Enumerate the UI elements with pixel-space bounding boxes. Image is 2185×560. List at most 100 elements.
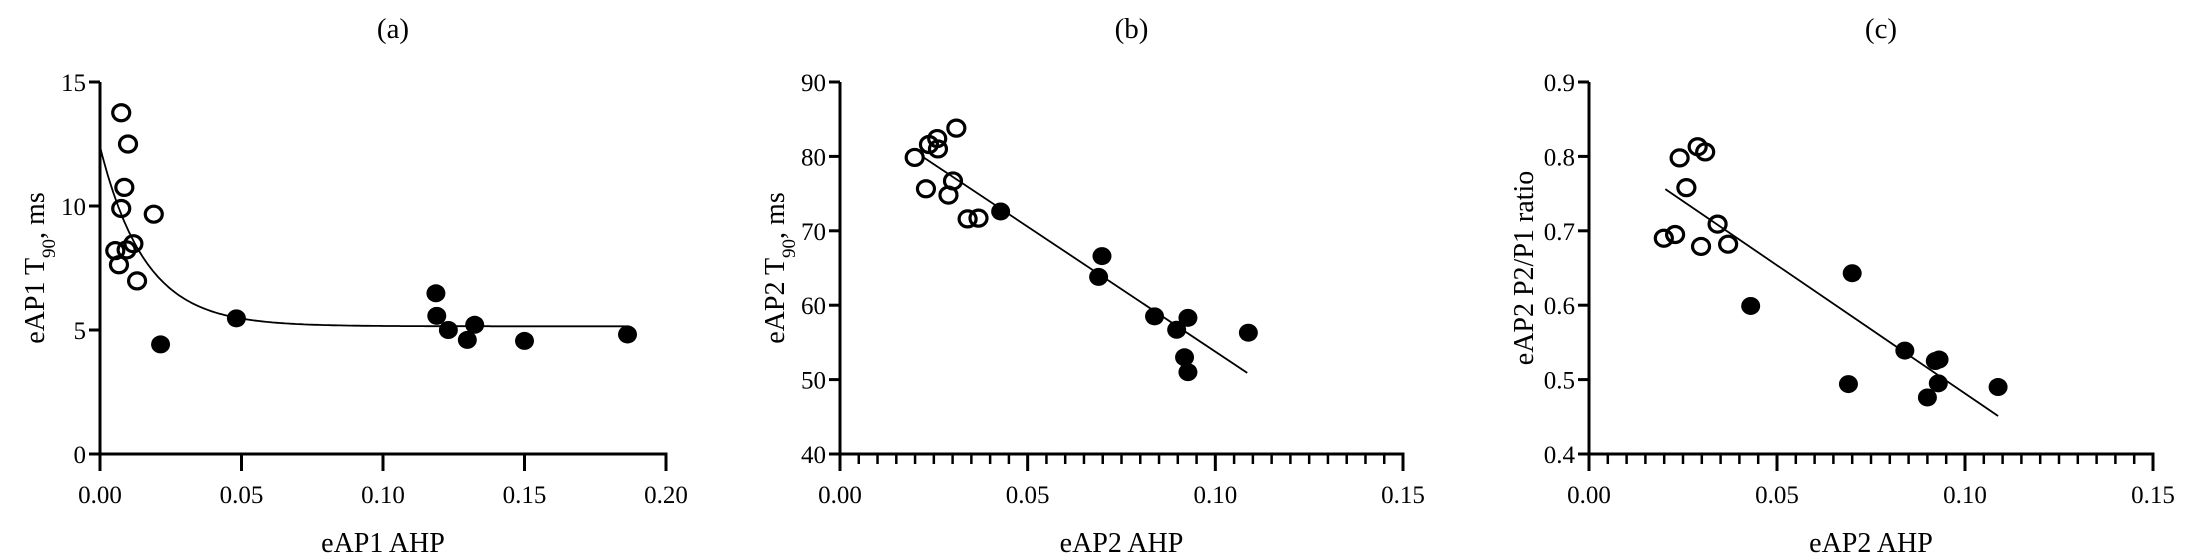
y-axis-label-unit: , ms bbox=[20, 192, 51, 239]
y-tick-label: 40 bbox=[801, 442, 826, 469]
y-tick-label: 0.5 bbox=[1544, 368, 1575, 395]
data-point-filled bbox=[1092, 247, 1112, 266]
data-point-open bbox=[126, 271, 148, 291]
data-point-filled bbox=[465, 315, 485, 334]
x-axis-label: eAP2 AHP bbox=[1060, 528, 1184, 559]
data-point-filled bbox=[426, 284, 446, 303]
regression-line bbox=[923, 156, 1248, 374]
y-axis-label-main: eAP2 P2/P1 ratio bbox=[1509, 171, 1540, 365]
data-point-filled bbox=[618, 325, 638, 344]
data-point-open bbox=[1690, 236, 1712, 257]
y-tick-label: 10 bbox=[61, 194, 86, 221]
data-point-filled bbox=[1238, 323, 1258, 342]
y-tick-label: 60 bbox=[801, 293, 826, 320]
data-point-filled bbox=[1175, 348, 1195, 367]
data-point-open bbox=[927, 128, 948, 149]
data-point-filled bbox=[438, 321, 458, 339]
y-axis-label-main: eAP1 T bbox=[20, 258, 51, 344]
fit-curve bbox=[99, 146, 630, 328]
data-point-open bbox=[927, 139, 949, 159]
data-point-open bbox=[1665, 224, 1686, 245]
panel-title: (c) bbox=[1865, 13, 1897, 45]
x-tick-label: 0.15 bbox=[1381, 482, 1425, 509]
x-tick-label: 0.10 bbox=[1943, 482, 1987, 509]
panel-title: (b) bbox=[1115, 13, 1149, 45]
data-point-open bbox=[114, 177, 135, 197]
regression-line bbox=[1664, 188, 1999, 417]
y-axis-label-main: eAP2 T bbox=[760, 258, 791, 344]
x-axis-label: eAP1 AHP bbox=[321, 528, 445, 559]
data-point-filled bbox=[991, 202, 1011, 221]
data-point-filled bbox=[1145, 307, 1165, 326]
x-axis-label: eAP2 AHP bbox=[1809, 528, 1933, 559]
y-tick-label: 15 bbox=[61, 70, 86, 97]
data-point-open bbox=[942, 171, 964, 191]
data-point-open bbox=[915, 179, 937, 199]
y-tick-label: 0.6 bbox=[1544, 293, 1575, 320]
y-axis-label-unit: , ms bbox=[760, 192, 791, 239]
data-point-open bbox=[957, 209, 978, 229]
panel-b: (b) 40 50 60 70 80 90 0.00 0.05 0.10 0.15 eAP2 AHP e… bbox=[760, 13, 1425, 559]
data-point-open bbox=[117, 134, 139, 154]
data-point-open bbox=[1718, 234, 1739, 254]
y-axis-label: eAP2 T90, ms bbox=[760, 192, 800, 344]
data-point-filled bbox=[1178, 308, 1198, 327]
data-point-filled bbox=[1988, 378, 2008, 397]
data-point-open bbox=[111, 103, 132, 123]
data-point-filled bbox=[1929, 350, 1949, 369]
data-point-open bbox=[1653, 228, 1674, 248]
x-tick-label: 0.15 bbox=[2131, 482, 2175, 509]
y-tick-label: 5 bbox=[74, 318, 87, 345]
data-point-open bbox=[1669, 148, 1690, 168]
y-tick-label: 70 bbox=[801, 219, 826, 246]
data-point-filled bbox=[1838, 375, 1858, 394]
x-tick-label: 0.15 bbox=[503, 482, 547, 509]
data-point-filled bbox=[1928, 374, 1948, 393]
data-point-open bbox=[946, 118, 967, 138]
y-tick-label: 0.4 bbox=[1544, 442, 1576, 469]
data-point-filled bbox=[226, 309, 246, 328]
y-tick-label: 0.8 bbox=[1544, 144, 1575, 171]
data-point-filled bbox=[1167, 320, 1187, 339]
x-tick-label: 0.05 bbox=[1006, 482, 1050, 509]
data-point-filled bbox=[1917, 388, 1937, 407]
data-point-open bbox=[904, 147, 925, 168]
data-point-open bbox=[111, 198, 132, 219]
data-point-open bbox=[143, 204, 164, 224]
x-tick-label: 0.10 bbox=[361, 482, 405, 509]
panel-title: (a) bbox=[377, 13, 409, 45]
y-tick-label: 80 bbox=[801, 144, 826, 171]
panel-c: (c) 0.4 0.5 0.6 0.7 0.8 0.9 0.00 0.05 0.10 0.15 eAP… bbox=[1509, 13, 2175, 559]
data-point-filled bbox=[1178, 363, 1198, 382]
panel-a: (a) 0 5 10 15 0.00 0.05 0.10 0.15 0.20 eAP1 AHP eAP… bbox=[20, 13, 688, 559]
data-point-filled bbox=[1089, 267, 1109, 286]
y-axis-label-subscript: 90 bbox=[39, 239, 60, 258]
data-point-filled bbox=[1741, 296, 1761, 315]
x-tick-label: 0.20 bbox=[644, 482, 688, 509]
data-point-open bbox=[108, 255, 130, 275]
data-point-filled bbox=[151, 335, 171, 354]
data-point-open bbox=[123, 234, 144, 254]
data-point-filled bbox=[457, 330, 477, 349]
data-point-filled bbox=[515, 331, 534, 350]
y-axis-label: eAP1 T90, ms bbox=[20, 192, 60, 344]
y-tick-label: 0 bbox=[74, 442, 87, 469]
x-tick-label: 0.10 bbox=[1193, 482, 1237, 509]
data-point-open bbox=[1695, 142, 1716, 162]
y-axis-label: eAP2 P2/P1 ratio bbox=[1509, 171, 1540, 365]
x-tick-label: 0.00 bbox=[1567, 482, 1611, 509]
y-tick-label: 50 bbox=[801, 368, 826, 395]
data-point-open bbox=[1676, 178, 1697, 198]
data-point-open bbox=[968, 208, 989, 228]
y-tick-label: 0.9 bbox=[1544, 70, 1575, 97]
x-tick-label: 0.05 bbox=[220, 482, 264, 509]
y-tick-label: 0.7 bbox=[1544, 219, 1575, 246]
data-point-open bbox=[1707, 214, 1728, 234]
x-tick-label: 0.00 bbox=[78, 482, 122, 509]
data-point-filled bbox=[1842, 264, 1862, 283]
x-tick-label: 0.00 bbox=[818, 482, 862, 509]
y-tick-label: 90 bbox=[801, 70, 826, 97]
data-point-filled bbox=[427, 306, 447, 325]
data-point-filled bbox=[1895, 341, 1915, 360]
